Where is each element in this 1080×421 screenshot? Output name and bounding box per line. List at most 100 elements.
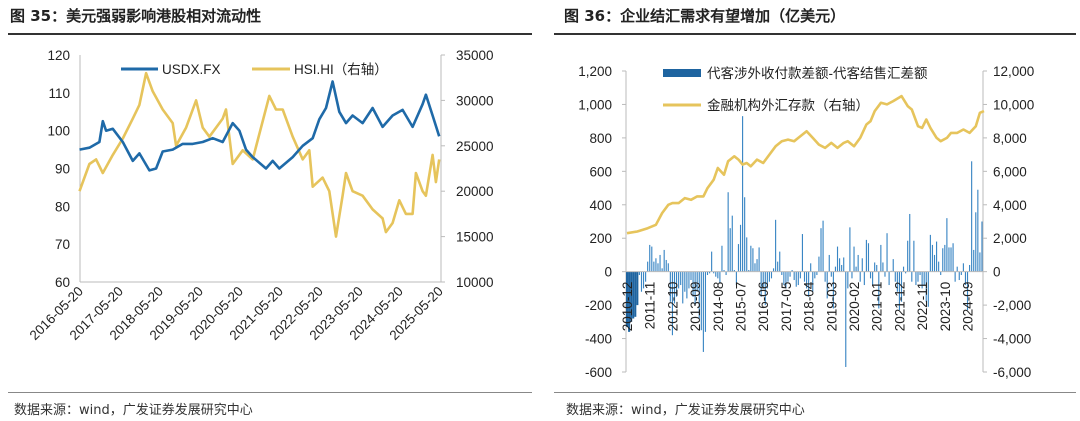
bar (869, 271, 872, 279)
bar (764, 271, 766, 306)
bar (915, 271, 917, 286)
y2-tick-label: 10000 (456, 275, 494, 290)
bar (649, 244, 651, 272)
bar (758, 247, 760, 272)
legend-label-bars: 代客涉外收付款差额-代客结售汇差额 (707, 65, 928, 81)
bar (907, 240, 909, 272)
bar (810, 263, 812, 272)
bar (661, 268, 663, 272)
bar (733, 269, 735, 272)
bar (645, 271, 647, 282)
bar (878, 271, 880, 309)
bar (680, 271, 682, 286)
y2-tick-label: 4,000 (993, 198, 1027, 213)
bar (667, 263, 669, 272)
y-tick-label: 400 (589, 198, 612, 213)
bar (640, 271, 643, 292)
bar (663, 249, 665, 272)
bar (735, 271, 737, 286)
bar (886, 233, 888, 272)
bar (872, 271, 874, 286)
bar (742, 116, 744, 272)
bar (647, 261, 649, 272)
x-tick-label: 2024-09 (961, 282, 976, 332)
bar (874, 262, 876, 272)
bar (832, 271, 834, 309)
y2-tick-label: 20000 (456, 184, 494, 199)
bar (938, 261, 940, 272)
bar (762, 271, 764, 289)
bar (715, 271, 717, 277)
bar (638, 271, 640, 276)
legend-label-deposits: 金融机构外汇存款（右轴） (707, 98, 869, 113)
bar (818, 256, 820, 272)
left-bottom-rule (8, 392, 532, 393)
y-tick-label: 120 (47, 48, 70, 63)
y-tick-label: 90 (55, 162, 70, 177)
bar (721, 245, 723, 272)
bar (952, 243, 954, 272)
x-tick-label: 2021-01 (870, 282, 885, 332)
bar (723, 269, 725, 272)
bar (927, 271, 929, 307)
bar (975, 212, 977, 272)
y2-tick-label: 8,000 (993, 131, 1027, 146)
bar (909, 213, 911, 272)
bar (942, 248, 944, 272)
bar (900, 271, 903, 302)
bar (921, 271, 923, 289)
bar (822, 220, 824, 272)
y-tick-label: 110 (48, 86, 70, 101)
x-tick-label: 2013-09 (688, 282, 703, 332)
bar (911, 271, 913, 282)
y2-tick-label: 15000 (456, 230, 494, 245)
x-tick-label: 2020-02 (847, 282, 862, 332)
series-line-usdx (79, 80, 441, 172)
bar (657, 263, 659, 272)
bar (898, 271, 900, 311)
bar (882, 262, 884, 272)
bar (682, 271, 684, 304)
bar (700, 271, 702, 331)
bar (729, 228, 731, 272)
bar (725, 271, 727, 276)
bar (781, 271, 783, 276)
bar (739, 224, 742, 272)
bar (659, 254, 661, 272)
bar (772, 268, 775, 272)
bar (863, 271, 865, 286)
bar (841, 264, 843, 272)
bar (849, 227, 851, 272)
bar (958, 271, 960, 281)
bar (636, 271, 639, 306)
bar (948, 247, 950, 272)
bar (673, 271, 676, 304)
bar (770, 271, 773, 279)
y2-tick-label: 12,000 (993, 64, 1034, 79)
bar (830, 271, 832, 277)
bar (632, 271, 635, 319)
x-tick-label: 2019-03 (824, 282, 839, 332)
y-tick-label: 80 (55, 199, 70, 214)
bar (944, 244, 946, 272)
left-source: 数据来源：wind，广发证券发展研究中心 (14, 403, 253, 418)
bar (709, 271, 711, 274)
bar (925, 271, 927, 302)
right-bottom-rule (554, 392, 1076, 393)
bar (713, 271, 715, 274)
bar (843, 257, 845, 272)
bar (845, 271, 847, 367)
x-tick-label: 2017-05 (779, 282, 794, 332)
y2-tick-label: 2,000 (993, 231, 1027, 246)
bar (847, 271, 849, 289)
bar (686, 271, 688, 299)
bar (814, 271, 816, 279)
y2-tick-label: -6,000 (993, 365, 1031, 380)
bar (936, 241, 938, 272)
bar (960, 271, 962, 276)
y-tick-label: -600 (585, 365, 612, 380)
bar (913, 240, 915, 272)
x-tick-label: 2011-11 (643, 282, 658, 330)
bar (785, 271, 787, 289)
